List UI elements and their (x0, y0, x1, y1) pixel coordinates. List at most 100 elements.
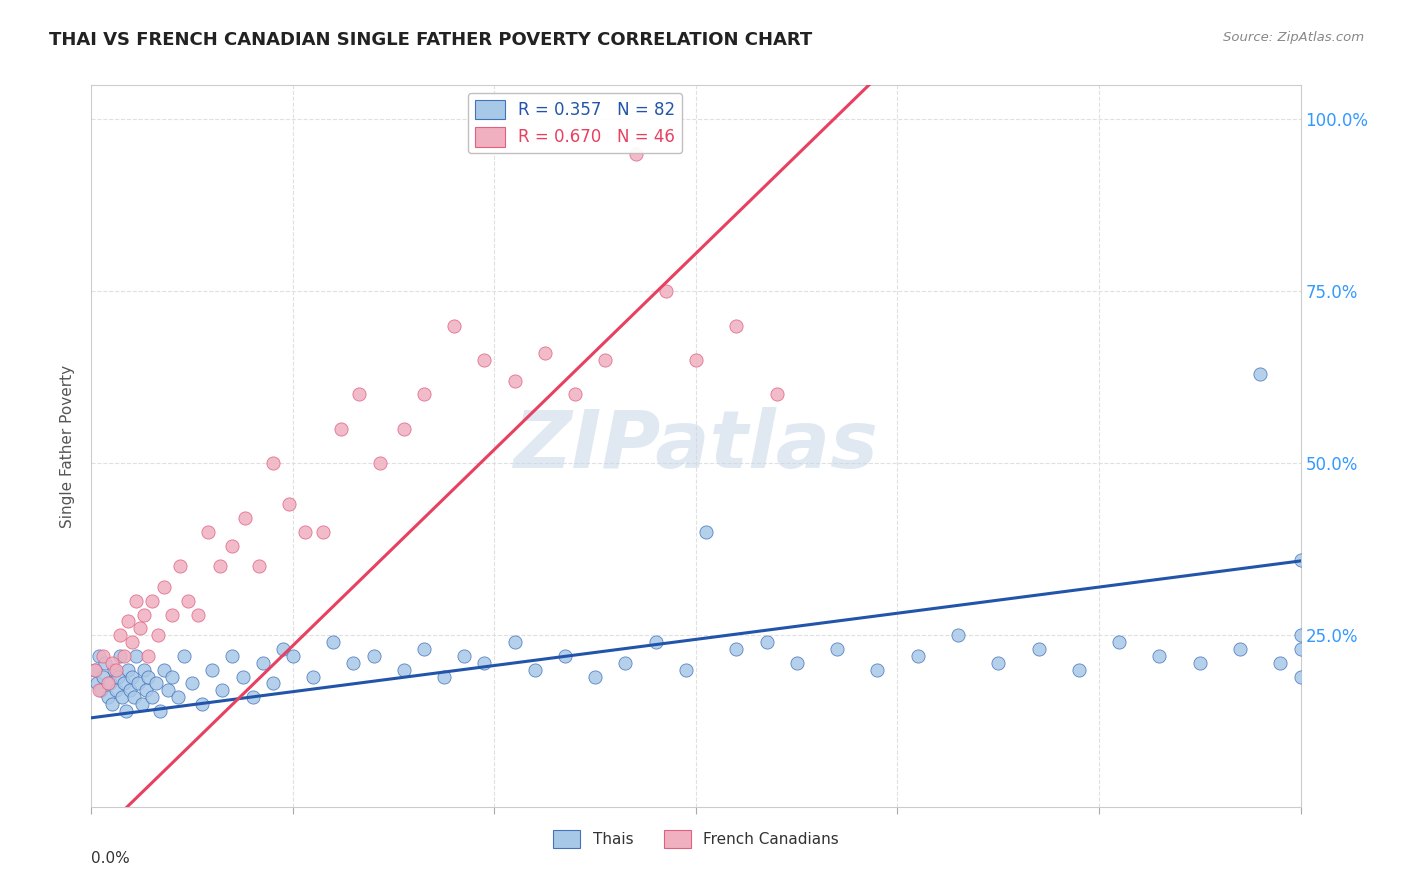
Point (197, 524, 219, 539)
Point (231, 669, 253, 683)
Point (330, 422, 353, 436)
Point (247, 559, 270, 574)
Point (84, 663, 107, 677)
Point (132, 607, 155, 622)
Point (242, 690, 264, 705)
Point (112, 648, 135, 663)
Point (128, 621, 150, 635)
Point (443, 318, 465, 333)
Point (153, 580, 176, 594)
Point (135, 683, 157, 698)
Point (160, 607, 183, 622)
Text: THAI VS FRENCH CANADIAN SINGLE FATHER POVERTY CORRELATION CHART: THAI VS FRENCH CANADIAN SINGLE FATHER PO… (49, 31, 813, 49)
Point (117, 663, 139, 677)
Point (472, 353, 495, 368)
Point (614, 656, 637, 670)
Point (1188, 656, 1211, 670)
Point (277, 498, 299, 512)
Point (392, 422, 415, 436)
Point (825, 642, 848, 657)
Point (433, 669, 456, 683)
Point (89, 648, 111, 663)
Point (349, 387, 371, 401)
Point (89, 683, 111, 698)
Point (1270, 656, 1292, 670)
Point (117, 615, 139, 629)
Point (100, 656, 122, 670)
Text: 0.0%: 0.0% (91, 851, 131, 865)
Point (1289, 642, 1312, 657)
Point (136, 648, 159, 663)
Point (118, 683, 141, 698)
Point (1149, 648, 1171, 663)
Point (262, 676, 284, 690)
Point (725, 318, 748, 333)
Point (104, 663, 127, 677)
Point (503, 635, 526, 649)
Point (1028, 642, 1050, 657)
Point (866, 663, 889, 677)
Point (644, 635, 666, 649)
Point (111, 690, 132, 705)
Point (100, 697, 122, 711)
Point (1067, 663, 1090, 677)
Point (654, 284, 676, 298)
Point (96, 690, 118, 705)
Point (281, 648, 304, 663)
Point (262, 456, 284, 470)
Point (221, 539, 243, 553)
Point (149, 704, 172, 718)
Point (156, 683, 179, 698)
Point (907, 648, 929, 663)
Point (533, 346, 555, 360)
Point (211, 683, 233, 698)
Point (624, 146, 647, 161)
Point (523, 663, 546, 677)
Point (685, 353, 707, 368)
Point (121, 635, 143, 649)
Point (146, 628, 169, 642)
Point (786, 656, 808, 670)
Point (392, 663, 415, 677)
Point (695, 524, 717, 539)
Point (125, 648, 148, 663)
Point (233, 511, 256, 525)
Point (503, 374, 526, 388)
Point (675, 663, 697, 677)
Point (114, 704, 136, 718)
Point (93, 648, 115, 663)
Point (221, 648, 243, 663)
Point (125, 594, 148, 608)
Point (141, 594, 163, 608)
Point (98, 676, 121, 690)
Point (583, 669, 606, 683)
Text: ZIPatlas: ZIPatlas (513, 407, 879, 485)
Point (472, 656, 495, 670)
Point (132, 663, 155, 677)
Point (104, 683, 127, 698)
Point (554, 648, 576, 663)
Point (145, 676, 167, 690)
Point (755, 635, 778, 649)
Point (987, 656, 1010, 670)
Point (84, 663, 107, 677)
Point (127, 676, 149, 690)
Point (122, 690, 145, 705)
Point (363, 648, 385, 663)
Point (153, 663, 176, 677)
Point (368, 456, 391, 470)
Point (322, 635, 344, 649)
Y-axis label: Single Father Poverty: Single Father Poverty (60, 365, 76, 527)
Point (136, 669, 159, 683)
Point (108, 648, 131, 663)
Point (131, 697, 153, 711)
Point (107, 669, 129, 683)
Point (342, 656, 364, 670)
Point (169, 559, 191, 574)
Point (187, 607, 209, 622)
Point (94, 656, 117, 670)
Point (593, 353, 616, 368)
Legend: Thais, French Canadians: Thais, French Canadians (547, 824, 845, 854)
Point (112, 676, 135, 690)
Point (271, 642, 294, 657)
